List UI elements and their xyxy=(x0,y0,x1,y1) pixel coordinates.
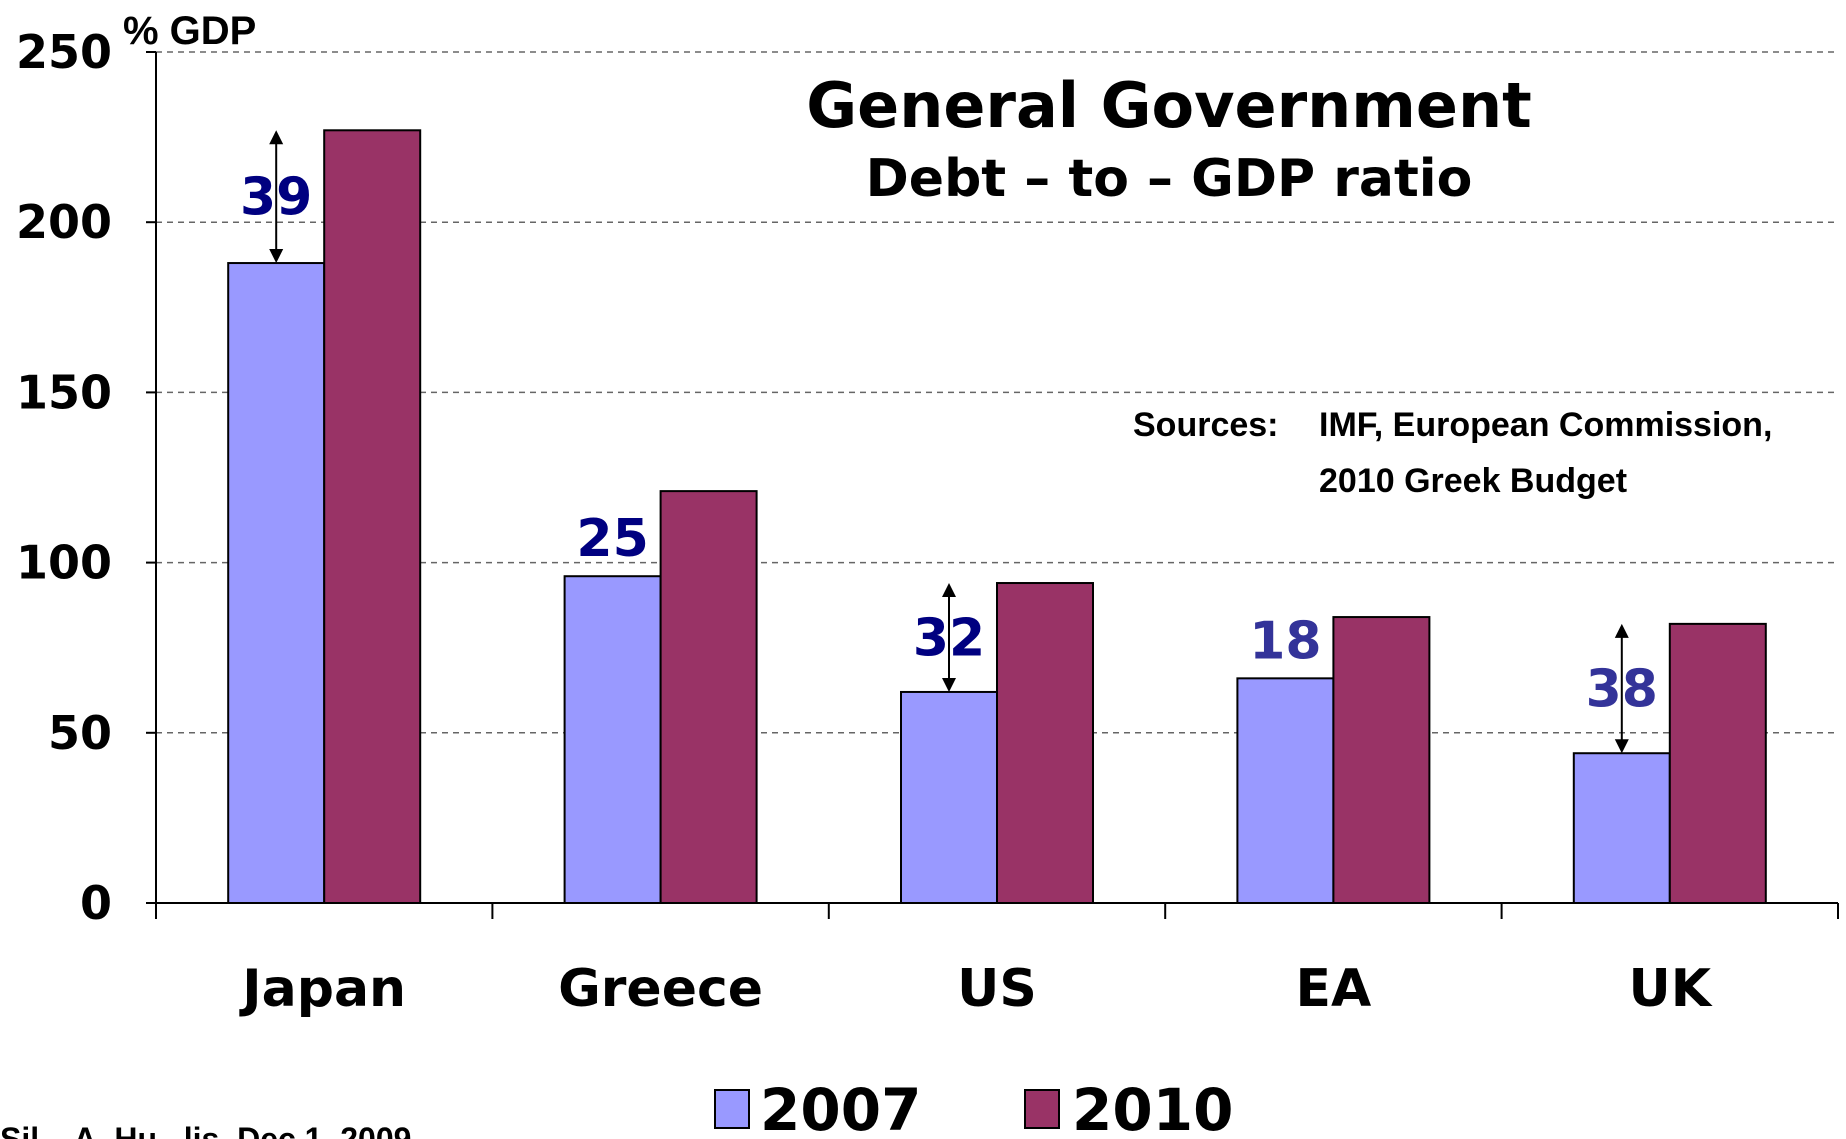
chart-title: General Government xyxy=(806,69,1531,142)
arrow-head-up xyxy=(269,130,284,145)
bar-2010-greece xyxy=(659,490,758,904)
bar-2010-ea xyxy=(1332,616,1431,905)
x-category-label: Greece xyxy=(558,959,763,1019)
bar-2010-japan xyxy=(323,129,422,905)
y-axis-unit-label: % GDP xyxy=(123,9,256,53)
bar-2007-us xyxy=(900,690,998,905)
arrow-head-down xyxy=(269,249,284,264)
legend-label-2010: 2010 xyxy=(1072,1076,1233,1139)
difference-label: 32 xyxy=(913,608,985,668)
bar-2010-us xyxy=(996,582,1094,904)
axes: 0 50 100 150 200 250 Japan Greece US EA UK xyxy=(16,25,1839,1019)
arrow-head-up xyxy=(942,583,956,598)
y-tick-label: 50 xyxy=(48,706,112,760)
sources-line-2: 2010 Greek Budget xyxy=(1319,462,1627,500)
difference-label: 39 xyxy=(240,168,312,228)
sources-label: Sources: xyxy=(1133,406,1279,444)
bar-2007-japan xyxy=(227,262,326,905)
arrow-head-down xyxy=(1614,739,1629,754)
difference-label: 25 xyxy=(576,509,648,569)
difference-label: 38 xyxy=(1586,660,1658,720)
x-category-label: EA xyxy=(1296,959,1372,1019)
x-category-label: US xyxy=(957,959,1037,1019)
bar-2010-uk xyxy=(1668,622,1767,904)
x-category-label: Japan xyxy=(239,959,406,1019)
bar-2007-uk xyxy=(1572,752,1671,904)
bar-2007-ea xyxy=(1236,677,1335,904)
legend-swatch-2010 xyxy=(1024,1089,1060,1129)
legend: 2007 2010 xyxy=(714,1076,1233,1139)
footer-text: Sil... A. Hu...lis. Dec 1, 2009 xyxy=(0,1121,411,1139)
y-tick-label: 200 xyxy=(16,195,112,249)
arrow-head-down xyxy=(942,677,956,692)
y-tick-label: 250 xyxy=(16,25,112,79)
x-category-label: UK xyxy=(1629,959,1713,1019)
legend-label-2007: 2007 xyxy=(760,1076,921,1139)
chart-subtitle: Debt – to – GDP ratio xyxy=(866,149,1473,209)
difference-label: 18 xyxy=(1249,611,1321,671)
y-tick-label: 100 xyxy=(16,536,112,590)
y-tick-label: 0 xyxy=(80,876,112,930)
legend-swatch-2007 xyxy=(714,1089,750,1129)
sources-line-1: IMF, European Commission, xyxy=(1319,406,1772,444)
y-tick-label: 150 xyxy=(16,365,112,419)
bar-2007-greece xyxy=(563,575,662,904)
annotations: 39 25 32 18 38 xyxy=(240,130,1658,754)
grid-lines xyxy=(156,51,1838,734)
arrow-head-up xyxy=(1614,623,1629,638)
bars xyxy=(227,129,1767,905)
